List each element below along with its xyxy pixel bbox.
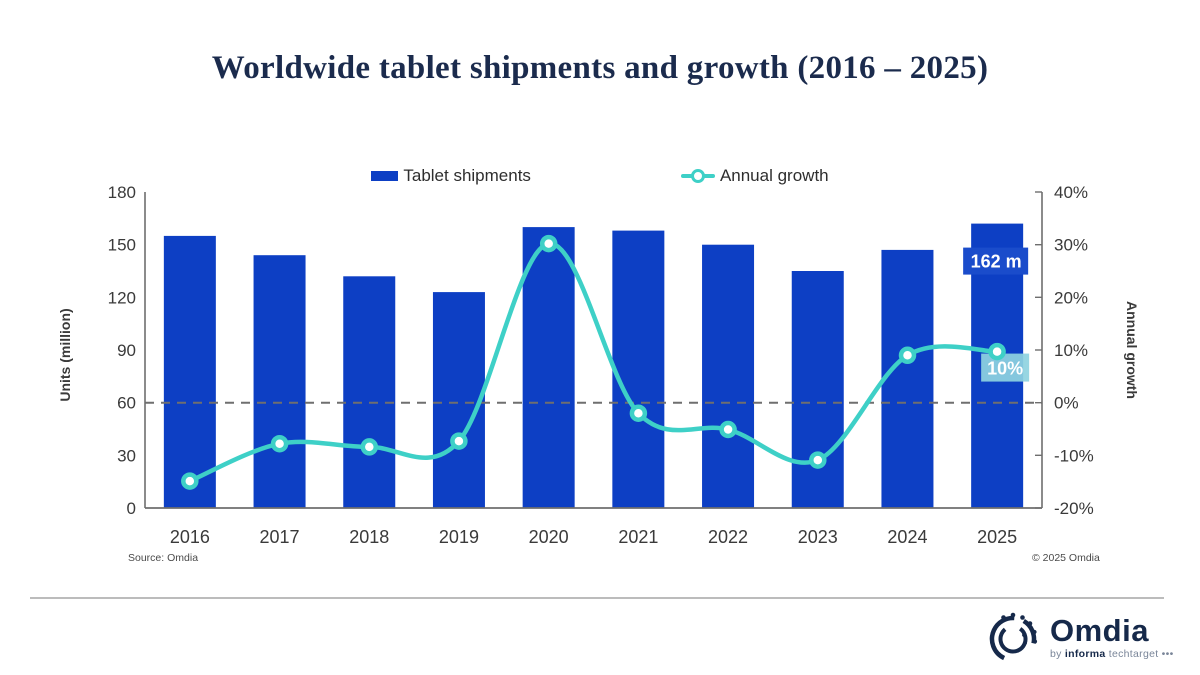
bar-2017 xyxy=(253,255,306,508)
x-label-2018: 2018 xyxy=(349,527,389,547)
marker-2017 xyxy=(270,434,289,453)
right-tick-0: 0% xyxy=(1054,394,1079,413)
source-note: Source: Omdia xyxy=(128,552,199,564)
x-label-2016: 2016 xyxy=(170,527,210,547)
x-label-2020: 2020 xyxy=(529,527,569,547)
legend-label-growth: Annual growth xyxy=(719,166,829,185)
x-label-2022: 2022 xyxy=(708,527,748,547)
bar-2018 xyxy=(343,276,396,508)
chart-title: Worldwide tablet shipments and growth (2… xyxy=(211,50,989,86)
legend-item-growth: Annual growth xyxy=(680,166,829,186)
marker-2023 xyxy=(809,451,827,469)
bar-swatch-icon xyxy=(371,171,399,181)
annual-growth-line xyxy=(187,241,1000,484)
bar-2022 xyxy=(702,244,755,508)
x-label-2025: 2025 xyxy=(977,527,1017,547)
omdia-wordmark: Omdia xyxy=(1050,612,1149,648)
legend-label-shipments: Tablet shipments xyxy=(403,166,531,185)
left-axis-title: Units (million) xyxy=(57,308,73,401)
bar-annotation-box xyxy=(963,247,1029,275)
left-tick-60: 60 xyxy=(117,394,136,413)
x-label-2017: 2017 xyxy=(260,527,300,547)
x-label-2019: 2019 xyxy=(439,527,479,547)
legend-item-shipments: Tablet shipments xyxy=(371,166,531,186)
marker-2020 xyxy=(539,234,558,253)
left-tick-30: 30 xyxy=(117,446,136,465)
footer-divider xyxy=(30,597,1164,599)
copyright-note: © 2025 Omdia xyxy=(1032,552,1100,564)
bar-2024 xyxy=(881,249,934,508)
marker-2018 xyxy=(360,438,379,456)
point-annotation-box xyxy=(981,353,1030,382)
right-tick-40: 40% xyxy=(1054,183,1088,202)
right-tick-20: 20% xyxy=(1054,288,1088,307)
marker-2024 xyxy=(898,346,917,365)
marker-2022 xyxy=(719,420,737,439)
marker-2025 xyxy=(988,342,1006,361)
bar-2019 xyxy=(432,292,485,508)
right-tick-10: 10% xyxy=(1054,341,1088,360)
right-tick--10: -10% xyxy=(1054,446,1094,465)
left-tick-120: 120 xyxy=(108,288,136,307)
line-marker-icon xyxy=(680,168,715,184)
right-axis-title: Annual growth xyxy=(1124,301,1140,399)
omdia-rings-icon xyxy=(989,612,1038,663)
right-tick--20: -20% xyxy=(1054,499,1094,518)
marker-2019 xyxy=(450,432,468,450)
x-label-2024: 2024 xyxy=(887,527,927,547)
point-annotation-text: 10% xyxy=(987,359,1023,379)
bar-annotation-text: 162 m xyxy=(971,252,1022,272)
left-tick-150: 150 xyxy=(108,236,136,255)
left-tick-0: 0 xyxy=(127,499,136,518)
bar-2021 xyxy=(612,230,665,508)
marker-2016 xyxy=(181,472,199,490)
bar-2016 xyxy=(163,235,216,508)
bar-2020 xyxy=(522,227,575,508)
left-tick-180: 180 xyxy=(108,183,136,202)
x-label-2021: 2021 xyxy=(618,527,658,547)
legend: Tablet shipments Annual growth xyxy=(0,166,1200,186)
left-tick-90: 90 xyxy=(117,341,136,360)
marker-2021 xyxy=(629,404,648,422)
omdia-tagline: by informa techtarget ••• xyxy=(1050,647,1174,660)
right-tick-30: 30% xyxy=(1054,236,1088,255)
omdia-logo: Omdia by informa techtarget ••• xyxy=(986,608,1174,666)
bar-2023 xyxy=(791,271,844,508)
x-label-2023: 2023 xyxy=(798,527,838,547)
